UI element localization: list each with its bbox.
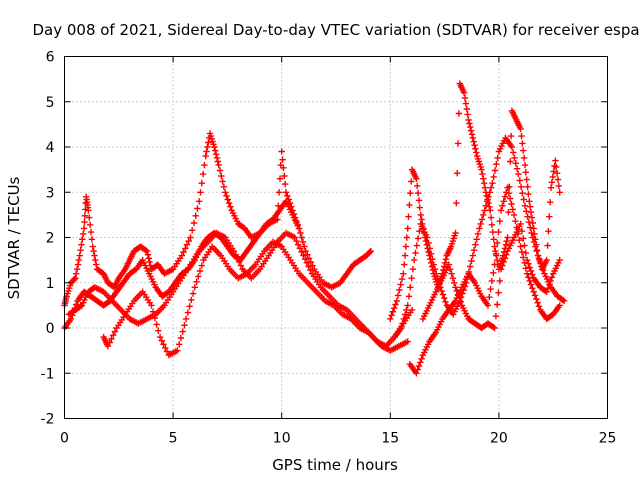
y-tick-label: -2 xyxy=(41,412,55,428)
y-tick-label: -1 xyxy=(41,366,55,382)
y-tick-label: 6 xyxy=(46,50,55,66)
y-tick-label: 0 xyxy=(46,321,55,337)
x-tick-label: 5 xyxy=(169,431,178,447)
y-tick-label: 2 xyxy=(46,231,55,247)
axis-ticks: 0 5 10 15 20 25 -2 -1 0 1 2 3 4 5 6 xyxy=(41,50,617,447)
x-axis-label: GPS time / hours xyxy=(272,456,398,474)
plot-frame xyxy=(64,56,608,419)
y-tick-label: 5 xyxy=(46,95,55,111)
y-axis-label: SDTVAR / TECUs xyxy=(5,176,23,299)
x-tick-label: 25 xyxy=(599,431,617,447)
series-track-d xyxy=(100,238,416,359)
series-track-c xyxy=(65,229,411,354)
x-tick-label: 20 xyxy=(490,431,508,447)
x-tick-label: 15 xyxy=(381,431,399,447)
series-track-a xyxy=(61,130,374,309)
grid-lines xyxy=(64,56,608,419)
series-track-h xyxy=(419,220,563,332)
chart-title: Day 008 of 2021, Sidereal Day-to-day VTE… xyxy=(32,21,639,39)
series-track-g xyxy=(406,184,563,377)
data-series-group xyxy=(61,80,568,377)
y-tick-label: 3 xyxy=(46,185,55,201)
x-tick-label: 0 xyxy=(60,431,69,447)
x-tick-label: 10 xyxy=(273,431,291,447)
y-tick-label: 1 xyxy=(46,276,55,292)
y-tick-label: 4 xyxy=(46,140,55,156)
